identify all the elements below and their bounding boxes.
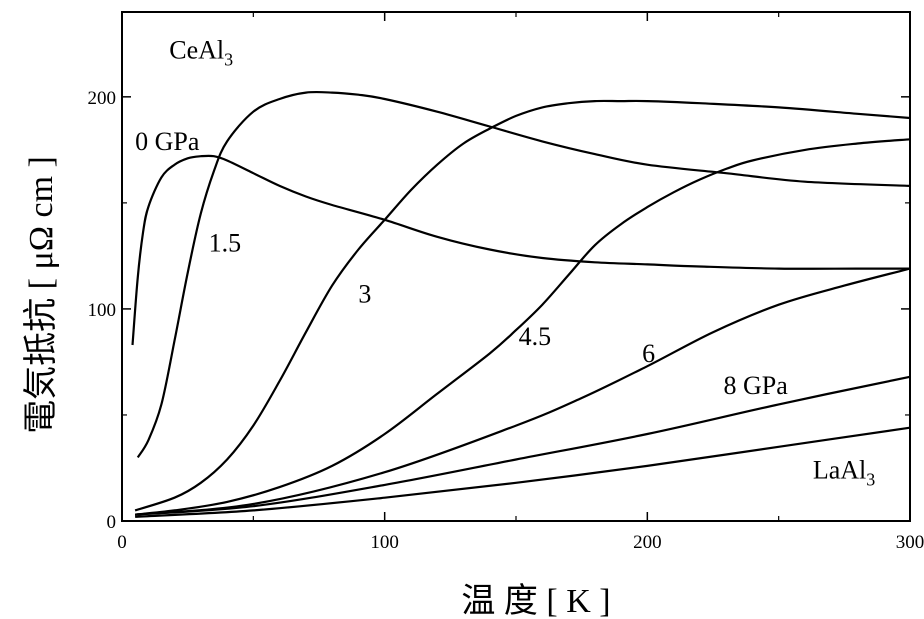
y-tick-label: 0 <box>107 512 117 533</box>
series-line-1 <box>136 90 911 458</box>
curve-label-6: 8 GPa <box>724 371 789 400</box>
x-tick-label: 200 <box>633 532 662 553</box>
curve-label-4: 4.5 <box>519 322 552 351</box>
series-line-3 <box>134 138 911 516</box>
x-axis-title: 温 度 [ K ] <box>461 582 610 619</box>
series-line-0 <box>131 154 910 346</box>
x-tick-label: 100 <box>370 532 399 553</box>
ticks-group: 0 100 200 300 0 100 200 <box>88 12 924 553</box>
series-line-6 <box>135 426 911 518</box>
x-tick-label: 300 <box>896 532 924 553</box>
curve-label-3: 3 <box>358 280 371 309</box>
series-line-2 <box>134 99 911 512</box>
curves-group <box>131 90 911 518</box>
curve-labels-group: CeAl3 0 GPa 1.5 3 4.5 6 8 GPa LaAl3 <box>135 36 875 490</box>
y-tick-label: 200 <box>88 88 117 109</box>
curve-label-2: 1.5 <box>209 229 242 258</box>
y-axis-title: 電気抵抗 [ μΩ cm ] <box>22 156 60 434</box>
curve-label-7: LaAl3 <box>813 456 875 490</box>
x-tick-label: 0 <box>117 532 127 553</box>
curve-label-5: 6 <box>642 339 655 368</box>
series-line-5 <box>135 375 911 516</box>
y-tick-label: 100 <box>88 300 117 321</box>
curve-label-1: 0 GPa <box>135 127 200 156</box>
series-line-4 <box>135 267 911 516</box>
curve-label-0: CeAl3 <box>169 36 233 70</box>
